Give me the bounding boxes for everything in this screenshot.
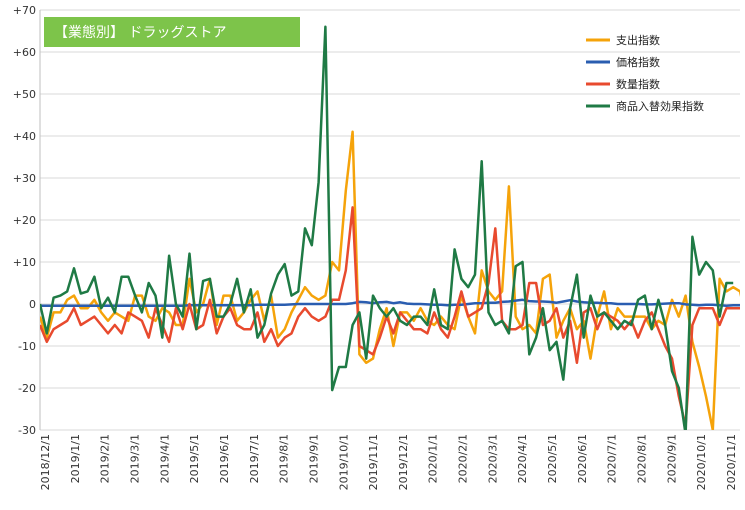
x-tick-label: 2020/11/1	[725, 434, 738, 490]
series-line-4	[40, 25, 734, 430]
x-tick-label: 2020/6/1	[576, 434, 589, 483]
series-lines	[40, 25, 740, 430]
x-axis-ticks: 2018/12/1 2019/1/1 2019/2/1 2019/3/1 2019/4/…	[39, 434, 738, 490]
series-line-3	[40, 206, 740, 428]
y-tick-label: +20	[13, 214, 36, 227]
y-axis-ticks: -30 -20 -10 0 +10 +20 +30 +40 +50 +60 +70	[13, 4, 36, 437]
series-line-1	[40, 130, 740, 430]
x-tick-label: 2019/8/1	[278, 434, 291, 483]
x-tick-label: 2019/5/1	[188, 434, 201, 483]
legend-label: 商品入替効果指数	[616, 99, 704, 113]
x-tick-label: 2019/2/1	[99, 434, 112, 483]
x-tick-label: 2020/2/1	[457, 434, 470, 483]
y-tick-label: +50	[13, 88, 36, 101]
x-tick-label: 2020/5/1	[546, 434, 559, 483]
y-tick-label: +10	[13, 256, 36, 269]
x-tick-label: 2019/9/1	[307, 434, 320, 483]
gridlines	[39, 9, 740, 431]
y-tick-label: +40	[13, 130, 36, 143]
y-tick-label: 0	[29, 298, 36, 311]
x-tick-label: 2019/7/1	[248, 434, 261, 483]
x-tick-label: 2020/3/1	[486, 434, 499, 483]
legend-label: 支出指数	[616, 33, 660, 47]
x-tick-label: 2019/11/1	[367, 434, 380, 490]
x-tick-label: 2019/3/1	[128, 434, 141, 483]
legend-label: 価格指数	[616, 55, 660, 69]
y-tick-label: +70	[13, 4, 36, 17]
x-tick-label: 2020/1/1	[427, 434, 440, 483]
x-tick-label: 2020/9/1	[665, 434, 678, 483]
x-tick-label: 2020/4/1	[516, 434, 529, 483]
y-tick-label: +30	[13, 172, 36, 185]
chart-title-text: 【業態別】 ドラッグストア	[54, 25, 226, 41]
chart-title-background	[44, 17, 300, 47]
series-line-2	[40, 298, 740, 307]
x-tick-label: 2020/8/1	[636, 434, 649, 483]
x-tick-label: 2019/6/1	[218, 434, 231, 483]
x-tick-label: 2020/7/1	[606, 434, 619, 483]
legend-label: 数量指数	[616, 77, 660, 91]
x-tick-label: 2019/4/1	[158, 434, 171, 483]
y-tick-label: -20	[18, 382, 36, 395]
y-tick-label: -30	[18, 424, 36, 437]
y-tick-label: +60	[13, 46, 36, 59]
x-tick-label: 2019/10/1	[337, 434, 350, 490]
x-tick-label: 2019/1/1	[69, 434, 82, 483]
x-tick-label: 2018/12/1	[39, 434, 52, 490]
chart-title: 【業態別】 ドラッグストア	[44, 17, 300, 47]
x-tick-label: 2020/10/1	[695, 434, 708, 490]
x-tick-label: 2019/12/1	[397, 434, 410, 490]
y-tick-label: -10	[18, 340, 36, 353]
